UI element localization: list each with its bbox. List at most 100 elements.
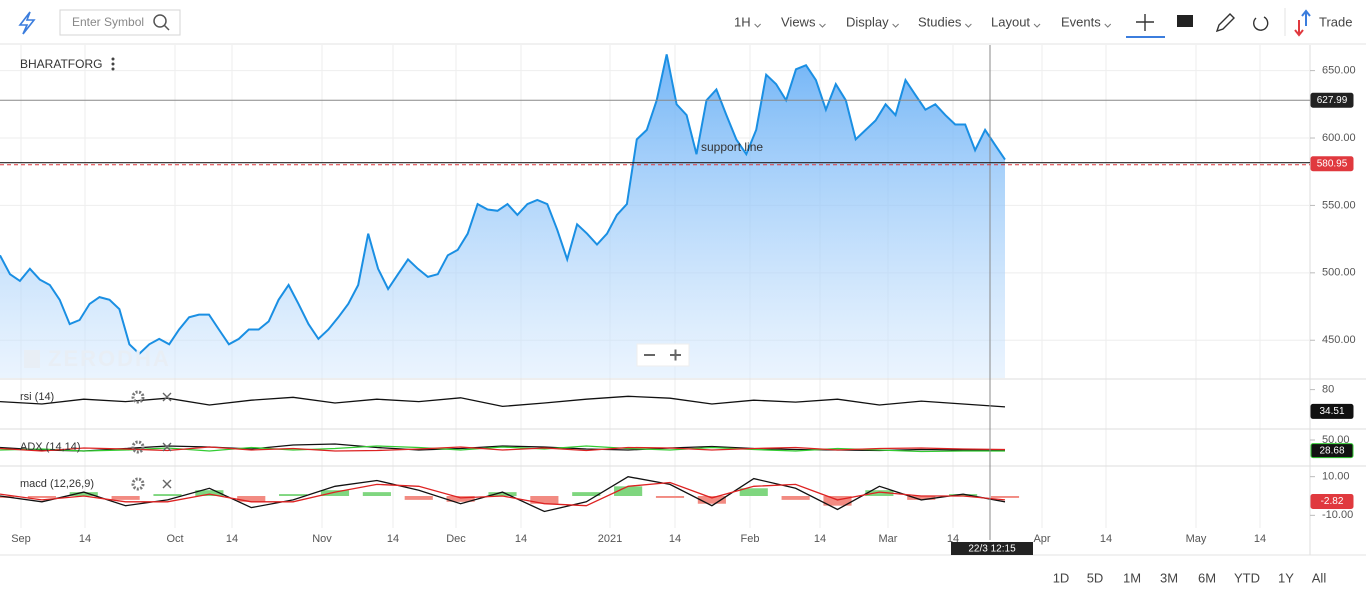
menu-item[interactable]: 1H bbox=[734, 14, 751, 29]
x-tick-label: 14 bbox=[1254, 533, 1266, 545]
histogram-bar bbox=[320, 490, 350, 496]
x-tick-label: Feb bbox=[741, 533, 760, 545]
histogram-bar bbox=[739, 488, 768, 496]
range-button[interactable]: 1M bbox=[1123, 570, 1141, 585]
menu-dots[interactable] bbox=[111, 67, 115, 71]
indicator-line bbox=[0, 481, 1006, 507]
menu-caret bbox=[1033, 23, 1041, 28]
range-button[interactable]: 3M bbox=[1160, 570, 1178, 585]
indicator-label: rsi (14) bbox=[20, 391, 54, 403]
settings-icon[interactable] bbox=[131, 477, 145, 491]
x-tick-label: Sep bbox=[11, 533, 31, 545]
indicator-value: -2.82 bbox=[1321, 496, 1344, 507]
menu-item[interactable]: Display bbox=[846, 14, 889, 29]
last-price-label: 580.95 bbox=[1317, 158, 1348, 169]
histogram-bar bbox=[865, 490, 894, 496]
watermark: ZERODHA bbox=[48, 346, 171, 371]
range-button[interactable]: 1D bbox=[1053, 570, 1070, 585]
x-tick-label: 14 bbox=[387, 533, 399, 545]
menu-item[interactable]: Studies bbox=[918, 14, 962, 29]
menu-caret bbox=[754, 23, 761, 28]
draw-tool[interactable] bbox=[1215, 13, 1235, 33]
indicator-line bbox=[0, 446, 1006, 452]
range-button[interactable]: 6M bbox=[1198, 570, 1216, 585]
histogram-bar bbox=[823, 496, 852, 506]
close-icon[interactable] bbox=[162, 442, 172, 452]
histogram-bar bbox=[27, 496, 56, 498]
histogram-bar bbox=[69, 492, 98, 496]
annotation: support line bbox=[701, 140, 763, 154]
histogram-bar bbox=[781, 496, 810, 500]
price-area bbox=[0, 54, 1005, 379]
menu-caret bbox=[1104, 23, 1112, 28]
y-tick-label: 80 bbox=[1322, 384, 1334, 396]
histogram-bar bbox=[530, 496, 559, 504]
x-tick-label: Oct bbox=[166, 533, 183, 545]
histogram-bar bbox=[907, 496, 936, 500]
menu-caret bbox=[819, 23, 826, 28]
search-icon bbox=[153, 14, 167, 28]
menu-item[interactable]: Layout bbox=[991, 14, 1030, 29]
comment-tool[interactable] bbox=[1177, 15, 1193, 27]
indicator-value: 28.68 bbox=[1319, 445, 1344, 456]
histogram-bar bbox=[362, 492, 391, 496]
y-tick-label: 450.00 bbox=[1322, 334, 1356, 346]
x-tick-label: 14 bbox=[1100, 533, 1112, 545]
menu-caret bbox=[892, 23, 899, 28]
indicator-value-box bbox=[1310, 403, 1354, 419]
reset-tool[interactable] bbox=[1253, 16, 1269, 31]
menu-item[interactable]: Events bbox=[1061, 14, 1101, 29]
y-tick-label: 600.00 bbox=[1322, 132, 1356, 144]
settings-icon[interactable] bbox=[131, 390, 145, 404]
indicator-value-box bbox=[1310, 443, 1354, 459]
indicator-label: ADX (14,14) bbox=[20, 441, 81, 453]
histogram-bar bbox=[237, 496, 266, 502]
menu-dots[interactable] bbox=[111, 62, 115, 66]
y-tick-label: 10.00 bbox=[1322, 471, 1350, 483]
y-tick-label: 550.00 bbox=[1322, 199, 1356, 211]
range-button[interactable]: 5D bbox=[1087, 570, 1104, 585]
histogram-bar bbox=[614, 486, 643, 496]
histogram-bar bbox=[697, 496, 726, 504]
crosshair-time-box bbox=[951, 542, 1033, 555]
y-tick-label: 50.00 bbox=[1322, 434, 1350, 446]
x-tick-label: 14 bbox=[226, 533, 238, 545]
logo-icon[interactable] bbox=[18, 11, 36, 35]
x-tick-label: 14 bbox=[814, 533, 826, 545]
close-icon[interactable] bbox=[162, 479, 172, 489]
crosshair-price-label-box bbox=[1310, 92, 1354, 108]
indicator-value: 34.51 bbox=[1319, 406, 1344, 417]
histogram-bar bbox=[990, 496, 1020, 498]
close-icon[interactable] bbox=[162, 392, 172, 402]
watermark-logo bbox=[24, 350, 40, 368]
range-button[interactable]: All bbox=[1312, 570, 1327, 585]
menu-dots[interactable] bbox=[111, 57, 115, 61]
trade-icon[interactable] bbox=[1301, 9, 1311, 26]
y-tick-label: 500.00 bbox=[1322, 267, 1356, 279]
x-tick-label: 14 bbox=[669, 533, 681, 545]
settings-icon[interactable] bbox=[131, 440, 145, 454]
menu-item[interactable]: Views bbox=[781, 14, 816, 29]
histogram-bar bbox=[111, 496, 140, 500]
range-button[interactable]: 1Y bbox=[1278, 570, 1294, 585]
symbol-search[interactable] bbox=[59, 9, 181, 36]
indicator-line bbox=[0, 476, 1006, 513]
indicator-label: macd (12,26,9) bbox=[20, 478, 94, 490]
histogram-bar bbox=[153, 494, 182, 496]
y-tick-label: 650.00 bbox=[1322, 65, 1356, 77]
y-tick-label: -10.00 bbox=[1322, 509, 1353, 521]
search-icon bbox=[163, 24, 170, 31]
crosshair-time: 22/3 12:15 bbox=[968, 544, 1016, 555]
range-button[interactable]: YTD bbox=[1234, 570, 1260, 585]
trade-button[interactable]: Trade bbox=[1319, 14, 1352, 29]
symbol-name: BHARATFORG bbox=[20, 57, 102, 71]
menu-caret bbox=[965, 23, 972, 28]
histogram-bar bbox=[446, 496, 475, 502]
indicator-line bbox=[0, 395, 1006, 408]
x-tick-label: Dec bbox=[446, 533, 466, 545]
histogram-bar bbox=[488, 492, 517, 496]
histogram-bar bbox=[949, 494, 978, 496]
indicator-value-box bbox=[1310, 493, 1354, 509]
trade-icon[interactable] bbox=[1294, 20, 1304, 37]
